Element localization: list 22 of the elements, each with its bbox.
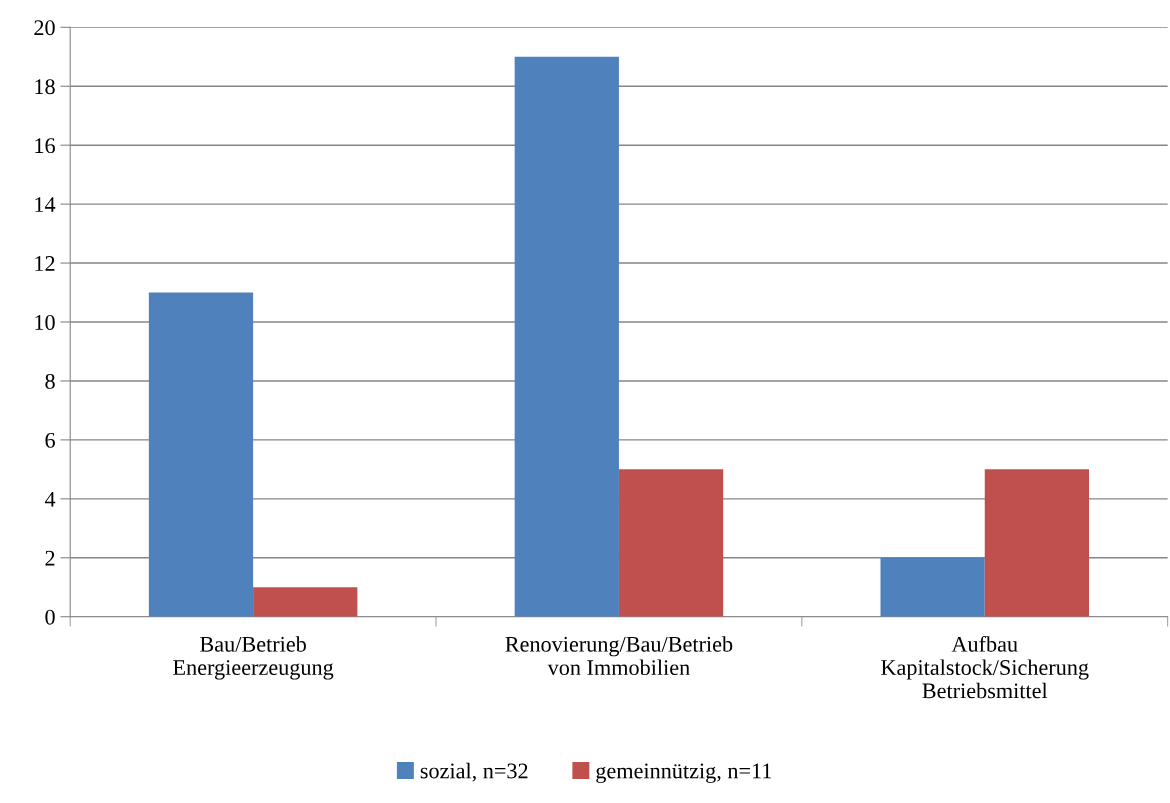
y-tick-label: 14 (35, 197, 56, 212)
y-tick-label: 16 (35, 138, 55, 154)
bar (253, 587, 358, 617)
x-tick-label: Bau/Betrieb Energieerzeugung (173, 636, 334, 680)
y-tick-label: 0 (45, 609, 55, 625)
bar (880, 557, 985, 617)
bar (148, 292, 254, 617)
bar (618, 469, 724, 617)
y-tick-label: 10 (35, 314, 55, 330)
y-tick-label: 6 (45, 432, 55, 448)
legend-label: gemeinnützig, n=11 (596, 763, 772, 783)
y-tick-label: 20 (34, 20, 55, 36)
bar (514, 56, 619, 617)
x-tick-label: Renovierung/Bau/Betrieb von Immobilien (505, 636, 733, 676)
y-tick-label: 18 (35, 79, 55, 95)
y-tick-label: 4 (44, 491, 56, 507)
y-tick-label: 12 (35, 256, 55, 271)
y-tick-label: 2 (45, 550, 55, 566)
y-tick-label: 8 (45, 373, 55, 389)
x-tick-label: Aufbau Kapitalstock/Sicherung Betriebsmittel (881, 635, 1089, 699)
legend-label: sozial, n=32 (420, 762, 528, 782)
bar (984, 469, 1090, 617)
